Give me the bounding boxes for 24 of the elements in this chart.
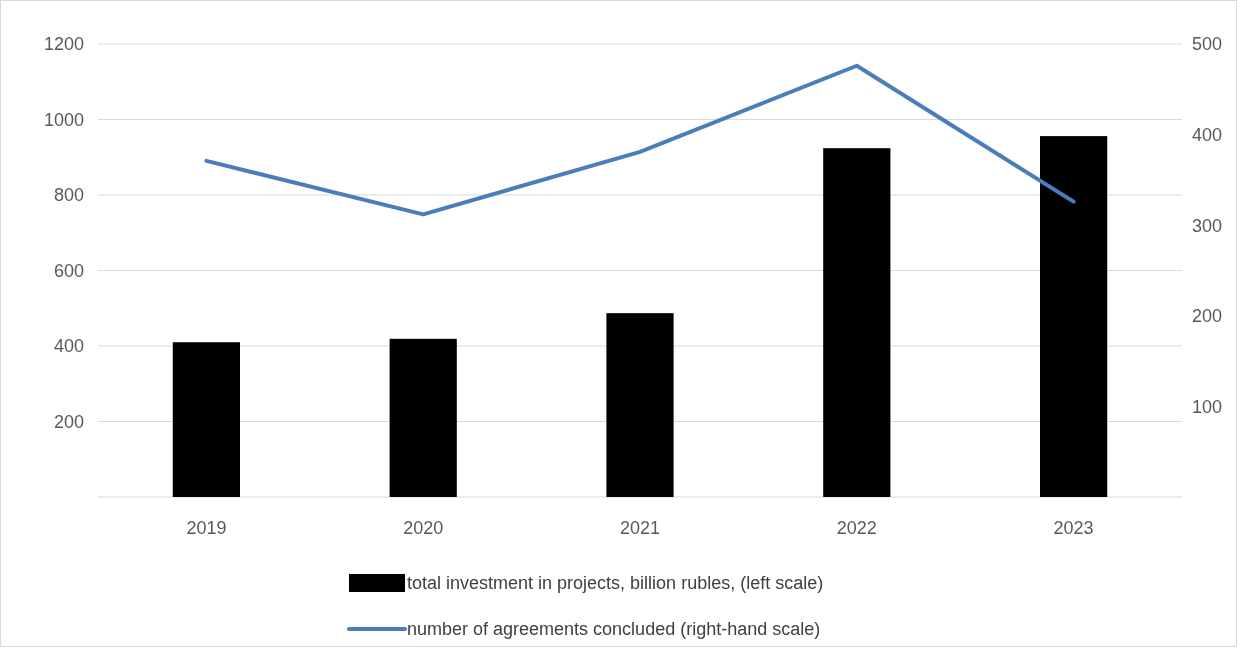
line-series (204, 63, 1076, 217)
y-tick-label: 200 (53, 411, 84, 432)
bar (823, 148, 891, 497)
y2-tick-label: 300 (1192, 215, 1223, 236)
bar (172, 342, 240, 497)
y2-tick-label: 400 (1192, 124, 1223, 145)
y2-tick-label: 100 (1192, 396, 1223, 417)
bar (1040, 136, 1108, 497)
y-tick-label: 400 (53, 336, 84, 357)
legend-label: total investment in projects, billion rubles, (left scale) (407, 573, 824, 594)
bar (389, 338, 457, 497)
y2-tick-label: 500 (1192, 34, 1223, 55)
legend-label: number of agreements concluded (right-hand scale) (407, 619, 821, 640)
x-tick-label: 2023 (1053, 518, 1094, 538)
y2-tick-label: 200 (1192, 306, 1223, 327)
x-tick-label: 2019 (186, 518, 227, 538)
x-tick-label: 2020 (403, 518, 444, 538)
y-tick-label: 1000 (43, 109, 84, 130)
y-tick-label: 1200 (43, 34, 84, 55)
x-tick-label: 2021 (619, 518, 661, 538)
y-tick-label: 600 (53, 260, 84, 281)
bar (606, 313, 674, 497)
x-tick-label: 2022 (836, 518, 877, 538)
y-tick-label: 800 (53, 185, 84, 206)
